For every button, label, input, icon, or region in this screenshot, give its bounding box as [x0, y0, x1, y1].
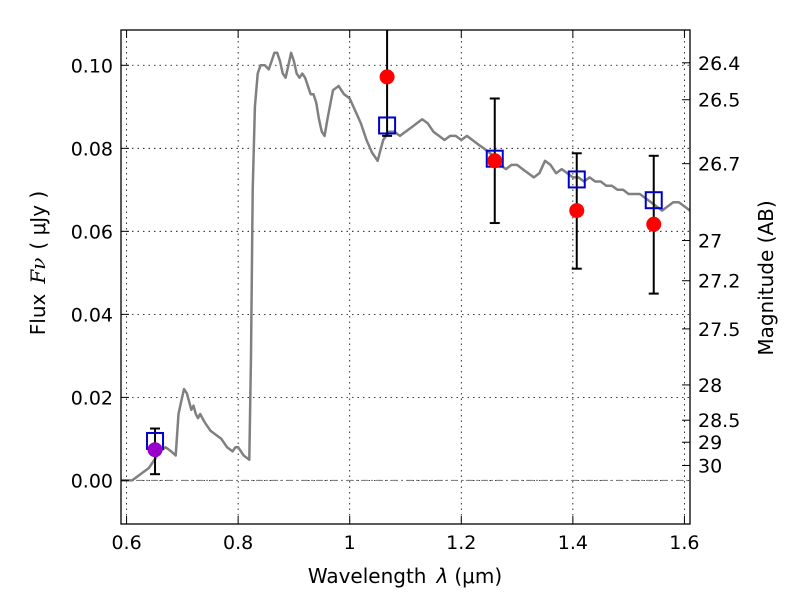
- axis-ticks: 0.6 0.8 1 1.2 1.4 1.6 0.00 0.02 0.04 0.06 0.08 0.10…: [71, 30, 740, 554]
- y2-tick-label: 26.5: [698, 90, 740, 112]
- y2-tick-label: 30: [698, 455, 722, 477]
- x-axis-unit: (μm): [454, 564, 502, 588]
- observed-flux-point: [487, 153, 503, 169]
- y-tick-label: 0.00: [71, 470, 113, 492]
- y2-tick-label: 26.7: [698, 154, 740, 176]
- y-axis-unit: ( μJy ): [26, 191, 50, 250]
- observed-flux-point: [569, 203, 585, 219]
- optical-point: [147, 442, 163, 458]
- x-axis-title: Wavelength λ (μm): [308, 564, 502, 588]
- y2-tick-label: 27.5: [698, 319, 740, 341]
- x-tick-label: 0.6: [111, 532, 141, 554]
- y-axis-title-text: Flux: [26, 293, 50, 335]
- y2-tick-label: 28.5: [698, 410, 740, 432]
- model-band-square: [644, 191, 663, 210]
- y-tick-label: 0.02: [71, 387, 113, 409]
- model-sed-line: [121, 51, 691, 482]
- observed-flux-point: [646, 216, 662, 232]
- x-tick-label: 1.6: [669, 532, 699, 554]
- y-axis-symbol: Fν: [26, 258, 50, 285]
- y2-tick-label: 28: [698, 375, 722, 397]
- y2-axis-title: Magnitude (AB): [754, 200, 778, 355]
- y-tick-label: 0.10: [71, 55, 113, 77]
- y2-tick-label: 26.4: [698, 53, 740, 75]
- y-tick-label: 0.08: [71, 138, 113, 160]
- model-band-square: [378, 116, 397, 135]
- y-tick-label: 0.04: [71, 304, 113, 326]
- y2-tick-label: 27.2: [698, 271, 740, 293]
- y-tick-label: 0.06: [71, 221, 113, 243]
- y-axis-title: Flux Fν ( μJy ): [26, 191, 50, 335]
- x-axis-symbol: λ: [436, 564, 449, 588]
- x-axis-title-text: Wavelength: [308, 564, 427, 588]
- x-tick-label: 1.2: [446, 532, 476, 554]
- plot-area: [121, 30, 691, 482]
- x-tick-label: 1: [344, 532, 356, 554]
- model-band-square: [567, 170, 586, 189]
- y2-tick-label: 27: [698, 230, 722, 252]
- y2-tick-label: 29: [698, 432, 722, 454]
- plot-frame: [120, 29, 691, 525]
- grid: [121, 30, 690, 524]
- x-tick-label: 0.8: [223, 532, 253, 554]
- x-tick-label: 1.4: [558, 532, 588, 554]
- observed-flux-point: [379, 69, 395, 85]
